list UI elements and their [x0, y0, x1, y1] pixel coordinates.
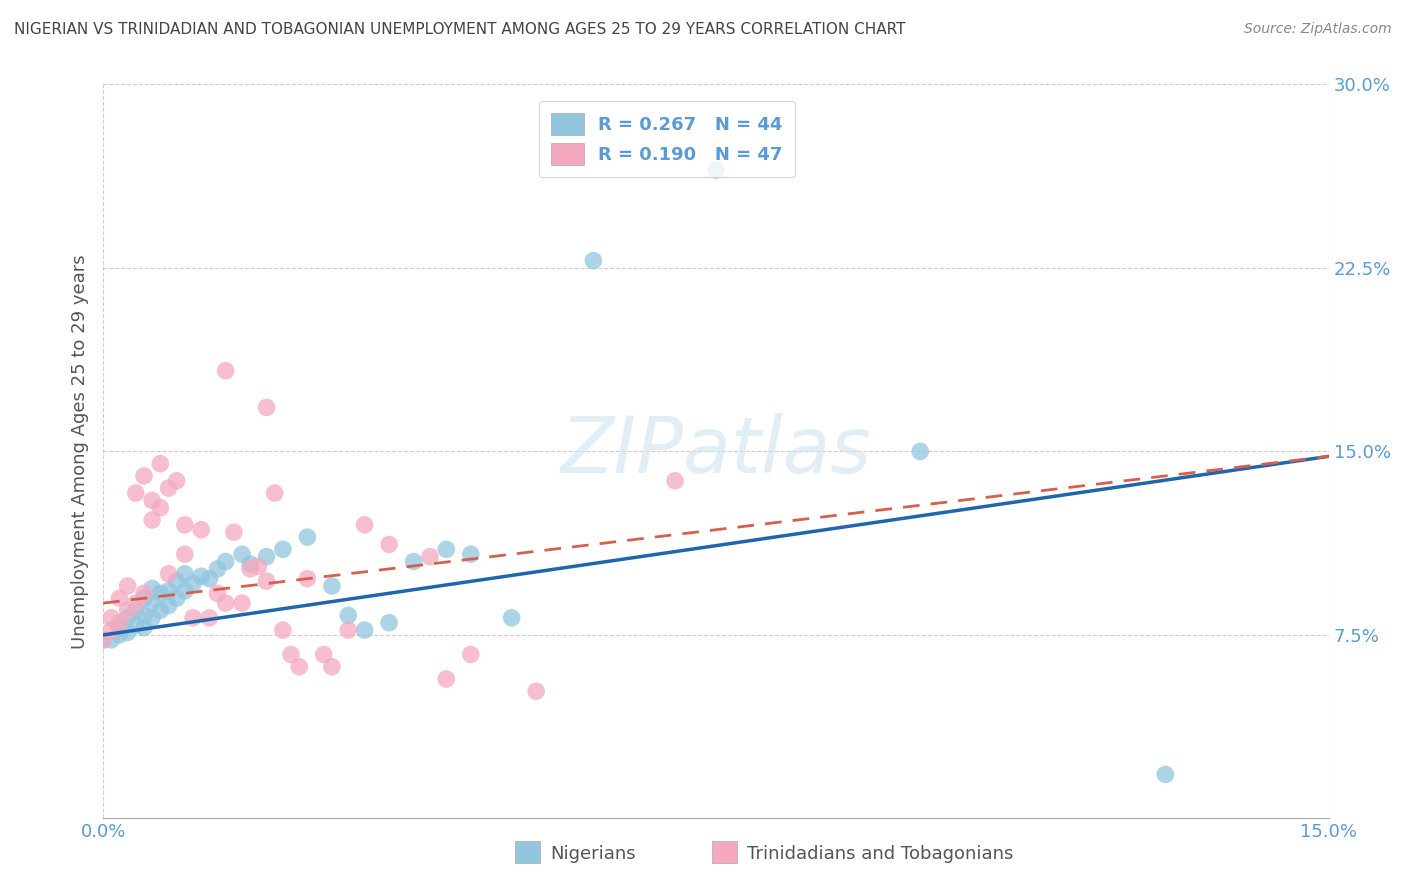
Point	[222, 525, 245, 540]
Point	[132, 586, 155, 600]
Point	[173, 566, 195, 581]
Point	[166, 591, 188, 606]
Point	[141, 513, 163, 527]
Point	[91, 632, 114, 647]
Point	[215, 596, 238, 610]
Point	[108, 621, 131, 635]
Text: Trinidadians and Tobagonians: Trinidadians and Tobagonians	[747, 845, 1014, 863]
Point	[117, 611, 139, 625]
Point	[141, 582, 163, 596]
Point	[166, 474, 188, 488]
Point	[434, 672, 457, 686]
Point	[141, 611, 163, 625]
Point	[378, 537, 401, 551]
Point	[132, 591, 155, 606]
Point	[501, 611, 523, 625]
Point	[1154, 767, 1177, 781]
Point	[256, 401, 278, 415]
Point	[207, 586, 229, 600]
Point	[100, 611, 122, 625]
Point	[704, 163, 727, 178]
Point	[215, 555, 238, 569]
Point	[263, 486, 285, 500]
Point	[198, 572, 221, 586]
Point	[247, 559, 270, 574]
Point	[141, 596, 163, 610]
Y-axis label: Unemployment Among Ages 25 to 29 years: Unemployment Among Ages 25 to 29 years	[72, 254, 89, 648]
Text: Source: ZipAtlas.com: Source: ZipAtlas.com	[1244, 22, 1392, 37]
Point	[239, 557, 262, 571]
Point	[141, 493, 163, 508]
Point	[280, 648, 302, 662]
Text: NIGERIAN VS TRINIDADIAN AND TOBAGONIAN UNEMPLOYMENT AMONG AGES 25 TO 29 YEARS CO: NIGERIAN VS TRINIDADIAN AND TOBAGONIAN U…	[14, 22, 905, 37]
Point	[91, 632, 114, 647]
Point	[402, 555, 425, 569]
Point	[231, 596, 253, 610]
Point	[132, 621, 155, 635]
Legend: R = 0.267   N = 44, R = 0.190   N = 47: R = 0.267 N = 44, R = 0.190 N = 47	[538, 101, 796, 178]
Point	[149, 500, 172, 515]
Point	[149, 586, 172, 600]
Point	[215, 364, 238, 378]
Point	[181, 611, 204, 625]
Point	[271, 623, 294, 637]
Point	[312, 648, 335, 662]
Point	[149, 457, 172, 471]
Point	[100, 623, 122, 637]
Point	[271, 542, 294, 557]
Text: Nigerians: Nigerians	[550, 845, 636, 863]
Point	[378, 615, 401, 630]
Point	[419, 549, 441, 564]
Point	[582, 253, 605, 268]
Point	[132, 469, 155, 483]
Point	[256, 549, 278, 564]
Point	[297, 530, 319, 544]
Point	[157, 599, 180, 613]
Point	[117, 579, 139, 593]
Point	[108, 628, 131, 642]
Point	[288, 659, 311, 673]
Point	[157, 481, 180, 495]
Point	[337, 608, 360, 623]
Point	[132, 608, 155, 623]
Point	[198, 611, 221, 625]
Point	[434, 542, 457, 557]
Point	[173, 517, 195, 532]
Point	[353, 517, 375, 532]
Point	[321, 659, 343, 673]
Point	[207, 562, 229, 576]
Point	[460, 547, 482, 561]
Point	[108, 591, 131, 606]
Point	[231, 547, 253, 561]
Point	[239, 562, 262, 576]
Point	[157, 583, 180, 598]
Point	[337, 623, 360, 637]
Point	[117, 625, 139, 640]
Point	[297, 572, 319, 586]
Point	[524, 684, 547, 698]
Point	[256, 574, 278, 588]
Point	[181, 576, 204, 591]
Point	[125, 618, 148, 632]
Point	[664, 474, 686, 488]
Point	[908, 444, 931, 458]
Point	[173, 547, 195, 561]
Point	[353, 623, 375, 637]
Point	[460, 648, 482, 662]
Point	[173, 583, 195, 598]
Point	[117, 603, 139, 617]
Point	[166, 574, 188, 588]
Point	[321, 579, 343, 593]
Point	[157, 566, 180, 581]
Point	[100, 632, 122, 647]
Text: ZIPatlas: ZIPatlas	[561, 414, 872, 490]
Point	[108, 615, 131, 630]
Point	[125, 596, 148, 610]
Point	[149, 603, 172, 617]
Point	[190, 523, 212, 537]
Point	[125, 603, 148, 617]
Point	[125, 486, 148, 500]
Point	[190, 569, 212, 583]
